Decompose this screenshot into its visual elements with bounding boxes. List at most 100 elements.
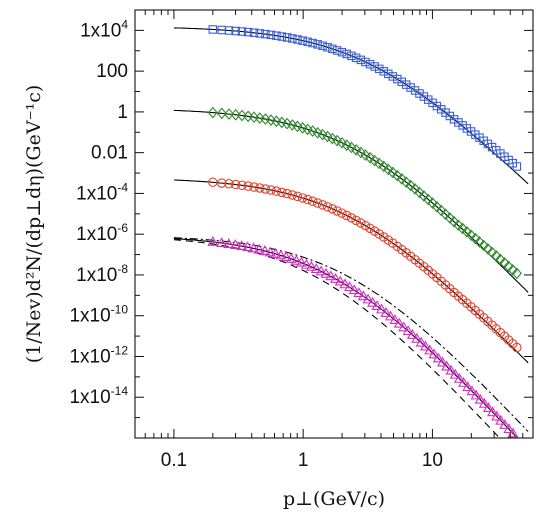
data-point-diamond [503,260,514,273]
data-point-diamond [427,197,438,209]
data-point-triangle [445,364,457,375]
data-point-square [365,59,375,69]
data-point-diamond [401,176,412,189]
data-point-diamond [216,107,227,120]
data-point-square [328,44,337,54]
data-point-square [361,57,370,67]
data-point-triangle [449,368,461,379]
y-axis-label: (1/Nev)d²N/(dp⊥dη)(GeV⁻¹c) [23,85,45,364]
data-point-circle [287,190,298,200]
y-tick-label-exponent: -12 [111,343,129,357]
data-point-circle [292,191,303,202]
data-point-square [374,64,384,74]
fit-curve-solid-0 [173,27,529,185]
y-tick-label-base: 1x10 [80,20,121,41]
data-point-square [288,34,297,43]
data-point-square [298,36,307,45]
y-tick-label-exponent: -14 [111,384,129,398]
data-point-square [388,72,398,81]
data-point-diamond [230,108,241,121]
y-tick-label: 1x10-12 [69,343,128,367]
y-tick-label-exponent: -8 [117,262,128,276]
data-point-square [224,26,234,35]
data-point-triangle [491,410,503,421]
data-point-circle [337,208,347,218]
data-point-square [337,47,347,57]
y-tick-label-base: 1x10 [76,224,117,245]
data-point-triangle [229,239,241,249]
fit-curve-solid-1 [173,109,529,293]
data-point-triangle [310,263,322,274]
data-point-diamond [312,126,323,139]
y-tick-label: 1 [117,102,128,123]
x-tick-label: 0.1 [161,450,187,471]
data-point-square [277,32,287,41]
data-point-triangle [280,251,292,262]
y-tick-label: 1x10-8 [76,262,128,286]
data-point-triangle [320,267,332,278]
data-point-square [419,92,429,101]
data-point-diamond [440,208,451,221]
y-tick-label-base: 1x10 [69,306,110,327]
data-point-triangle [295,256,307,267]
data-point-triangle [275,249,287,260]
data-point-triangle [325,270,337,281]
data-point-circle [255,183,265,193]
data-point-circle [356,218,366,228]
data-point-diamond [207,106,218,119]
data-point-diamond [457,222,468,235]
data-point-square [370,62,379,71]
data-point-diamond [387,166,398,179]
y-tick-label-base: 1x10 [76,183,117,204]
data-point-triangle [474,393,486,404]
data-point-circle [266,185,276,195]
data-point-triangle [242,241,254,252]
data-point-square [293,35,302,44]
data-point-circle [332,206,342,216]
data-point-diamond [418,190,429,202]
y-tick-label-base: 1 [117,102,128,123]
data-point-diamond [466,229,477,242]
data-point-circle [307,196,318,206]
data-point-square [318,41,327,51]
data-point-triangle [406,328,419,339]
y-tick-label: 1x10-14 [69,384,128,408]
data-point-circle [224,179,234,189]
data-point-diamond [360,149,371,161]
data-point-diamond [317,128,328,141]
data-point-circle [317,200,328,210]
data-point-circle [243,181,253,191]
data-point-diamond [414,186,425,199]
data-point-square [323,43,332,52]
data-point-triangle [458,377,470,387]
data-point-triangle [503,423,515,434]
data-point-triangle [253,243,265,254]
data-point-square [379,67,389,76]
data-point-square [237,27,247,36]
data-point-triangle [348,284,360,295]
data-point-diamond [374,157,385,170]
data-point-triangle [389,314,401,325]
data-point-square [347,51,356,61]
data-point-square [449,115,459,124]
data-point-diamond [365,151,376,164]
data-point-circle [351,215,361,226]
data-point-triangle [437,356,449,367]
y-tick-label: 1x10-6 [76,221,128,245]
data-point-triangle [428,348,440,359]
data-point-triangle [247,242,260,253]
data-point-triangle [270,247,282,258]
data-point-diamond [444,212,455,224]
data-point-triangle [432,352,444,363]
data-point-diamond [461,226,472,238]
data-point-triangle [499,419,511,429]
data-point-circle [512,342,522,353]
data-point-triangle [285,252,297,263]
y-tick-label: 1x104 [80,17,128,41]
data-point-square [406,83,415,92]
data-point-triangle [353,287,365,298]
data-point-square [255,29,265,38]
data-point-square [261,29,270,39]
data-point-diamond [495,253,506,266]
